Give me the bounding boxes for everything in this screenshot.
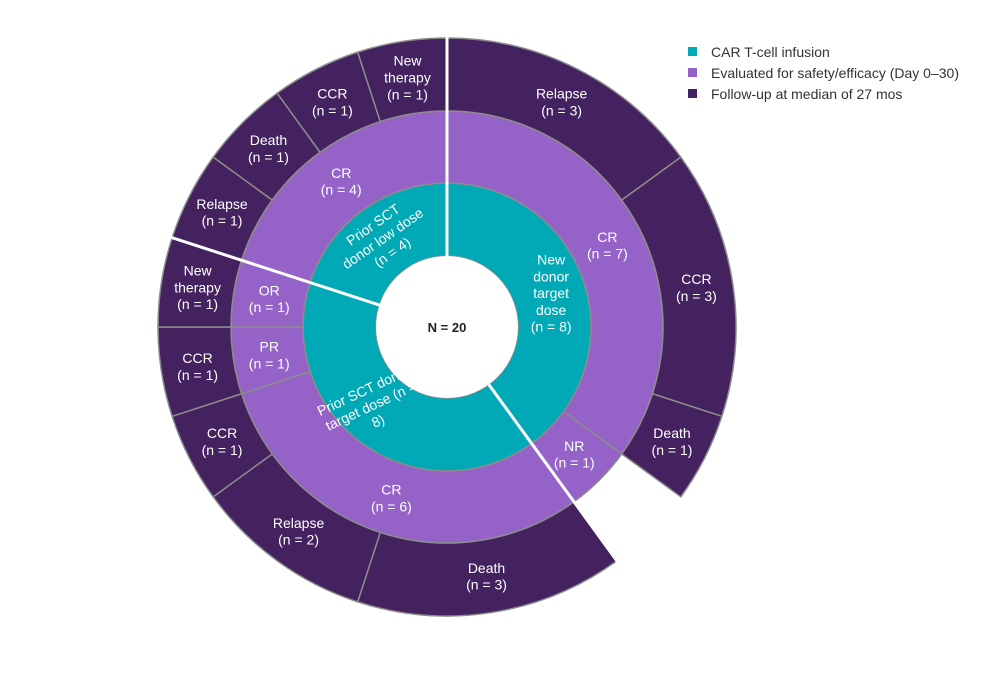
separator-line xyxy=(487,383,622,566)
response-label: OR (n = 1) xyxy=(249,282,290,315)
followup-label: Death (n = 3) xyxy=(466,560,507,593)
followup-label: Relapse (n = 1) xyxy=(196,196,248,229)
response-label: CR (n = 6) xyxy=(371,482,412,515)
response-label: CR (n = 7) xyxy=(587,229,628,262)
segment-followup-death xyxy=(620,392,723,498)
legend-swatch xyxy=(688,89,697,98)
legend-item-infusion: CAR T-cell infusion xyxy=(688,41,959,62)
legend-swatch xyxy=(688,47,697,56)
legend-label: Evaluated for safety/efficacy (Day 0–30) xyxy=(711,64,959,81)
legend-label: CAR T-cell infusion xyxy=(711,43,830,60)
legend-label: Follow-up at median of 27 mos xyxy=(711,85,903,102)
legend-item-followup: Follow-up at median of 27 mos xyxy=(688,83,959,104)
legend: CAR T-cell infusion Evaluated for safety… xyxy=(688,41,959,104)
followup-label: Relapse (n = 2) xyxy=(273,515,325,548)
followup-label: Death (n = 1) xyxy=(652,425,693,458)
separator-line xyxy=(9,183,380,307)
followup-label: Relapse (n = 3) xyxy=(536,86,588,119)
center-hole xyxy=(376,256,518,398)
response-label: PR (n = 1) xyxy=(249,339,290,372)
response-label: NR (n = 1) xyxy=(554,438,595,471)
legend-item-evaluated: Evaluated for safety/efficacy (Day 0–30) xyxy=(688,62,959,83)
followup-label: CCR (n = 3) xyxy=(676,271,717,304)
response-label: CR (n = 4) xyxy=(321,165,362,198)
center-label: N = 20 xyxy=(428,320,467,335)
followup-label: New therapy (n = 1) xyxy=(384,53,431,103)
followup-label: CCR (n = 1) xyxy=(177,350,218,383)
followup-label: New therapy (n = 1) xyxy=(174,263,221,313)
followup-label: CCR (n = 1) xyxy=(202,425,243,458)
legend-swatch xyxy=(688,68,697,77)
group-label: New donor target dose (n = 8) xyxy=(531,251,572,334)
followup-label: Death (n = 1) xyxy=(248,132,289,165)
followup-label: CCR (n = 1) xyxy=(312,86,353,119)
